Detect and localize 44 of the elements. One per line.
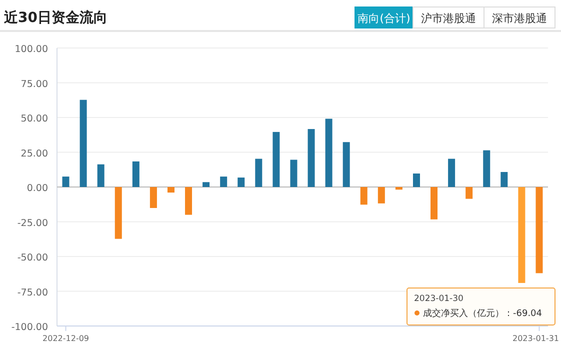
x-tick-label: 2023-01-31 xyxy=(512,334,559,343)
tooltip: 2023-01-30 成交净买入（亿元）：-69.04 xyxy=(406,288,556,326)
y-tick-label: 50.00 xyxy=(20,114,48,124)
bar xyxy=(395,187,402,190)
chart-title: 近30日资金流向 xyxy=(3,9,108,26)
bar xyxy=(202,182,210,187)
bar xyxy=(132,161,140,187)
bar xyxy=(360,187,368,205)
bar xyxy=(342,142,350,187)
y-tick-label: -100.00 xyxy=(11,322,48,333)
bar xyxy=(325,118,332,187)
bar xyxy=(114,187,122,239)
bar xyxy=(97,164,104,187)
bar xyxy=(255,158,262,187)
bar xyxy=(80,100,87,187)
bar xyxy=(220,176,228,187)
bar xyxy=(62,176,70,187)
y-tick-label: 75.00 xyxy=(20,78,48,90)
y-tick-label: -50.00 xyxy=(17,252,48,264)
annotation: 2023-01-30 xyxy=(414,294,464,304)
bar xyxy=(378,187,385,204)
bar xyxy=(238,178,245,187)
y-tick-label: 25.00 xyxy=(20,148,48,160)
y-tick-label: 0.00 xyxy=(26,183,48,194)
bar xyxy=(448,158,456,187)
bar xyxy=(483,150,490,187)
bar xyxy=(536,187,543,274)
annotation: 成交净买入（亿元）：-69.04 xyxy=(423,308,542,319)
bar xyxy=(500,172,508,187)
bar xyxy=(290,160,298,187)
y-tick-label: -75.00 xyxy=(17,287,48,298)
x-tick-label: 2022-12-09 xyxy=(42,334,90,343)
bar xyxy=(185,187,192,215)
bar xyxy=(272,132,280,187)
bar xyxy=(430,187,438,220)
bar xyxy=(412,174,420,187)
y-tick-label: -25.00 xyxy=(17,218,48,229)
tabs: 南向(合计) 沪市港股通 深市港股通 xyxy=(354,6,556,28)
bar xyxy=(150,187,157,208)
bar xyxy=(466,187,473,199)
y-tick-label: 100.00 xyxy=(14,44,48,55)
bar xyxy=(167,187,174,193)
bar xyxy=(308,129,315,187)
bar xyxy=(518,187,526,283)
